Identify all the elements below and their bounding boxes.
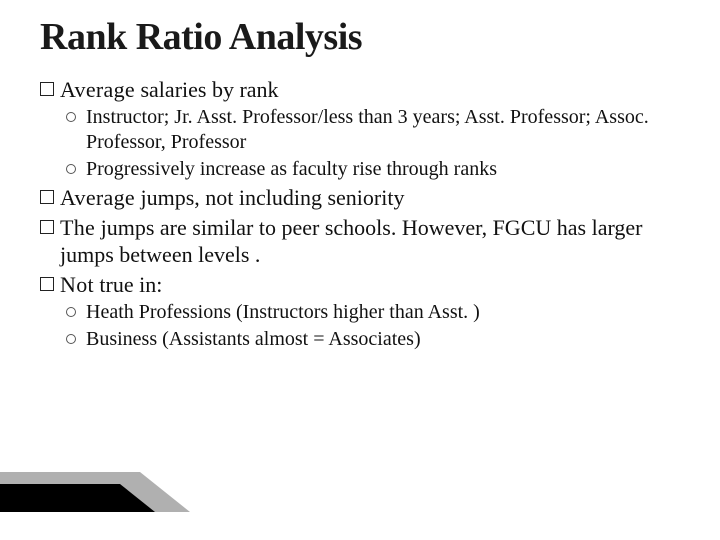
slide-title: Rank Ratio Analysis: [40, 18, 680, 58]
ring-bullet-icon: [66, 164, 76, 174]
bullet-rest: salaries by rank: [135, 77, 279, 102]
bullet-level2: Progressively increase as faculty rise t…: [40, 157, 680, 182]
slide: Rank Ratio Analysis Average salaries by …: [0, 0, 720, 540]
bullet-rest: true in:: [94, 272, 162, 297]
square-bullet-icon: [40, 220, 54, 234]
bullet-text: Not true in:: [60, 271, 162, 299]
bullet-rest: jumps, not including seniority: [135, 185, 405, 210]
bullet-text: Average salaries by rank: [60, 76, 279, 104]
bullet-first-word: Average: [60, 185, 135, 210]
bullet-first-word: Average: [60, 77, 135, 102]
bullet-level2: Heath Professions (Instructors higher th…: [40, 300, 680, 325]
bullet-rest: jumps are similar to peer schools. Howev…: [60, 215, 642, 268]
bullet-level1: Average jumps, not including seniority: [40, 184, 680, 212]
bullet-level1: Average salaries by rank: [40, 76, 680, 104]
sub-bullet-text: Heath Professions (Instructors higher th…: [86, 300, 480, 325]
bullet-level2: Instructor; Jr. Asst. Professor/less tha…: [40, 105, 680, 155]
bullet-level2: Business (Assistants almost = Associates…: [40, 327, 680, 352]
bullet-level1: The jumps are similar to peer schools. H…: [40, 214, 680, 269]
bullet-first-word: Not: [60, 272, 94, 297]
bullet-first-word: The: [60, 215, 95, 240]
square-bullet-icon: [40, 82, 54, 96]
square-bullet-icon: [40, 277, 54, 291]
sub-bullet-text: Instructor; Jr. Asst. Professor/less tha…: [86, 105, 680, 155]
ring-bullet-icon: [66, 307, 76, 317]
bullet-text: The jumps are similar to peer schools. H…: [60, 214, 680, 269]
square-bullet-icon: [40, 190, 54, 204]
bullet-level1: Not true in:: [40, 271, 680, 299]
accent-shape: [0, 462, 200, 512]
sub-bullet-text: Business (Assistants almost = Associates…: [86, 327, 421, 352]
ring-bullet-icon: [66, 112, 76, 122]
ring-bullet-icon: [66, 334, 76, 344]
slide-body: Average salaries by rankInstructor; Jr. …: [40, 76, 680, 353]
sub-bullet-text: Progressively increase as faculty rise t…: [86, 157, 497, 182]
bullet-text: Average jumps, not including seniority: [60, 184, 404, 212]
